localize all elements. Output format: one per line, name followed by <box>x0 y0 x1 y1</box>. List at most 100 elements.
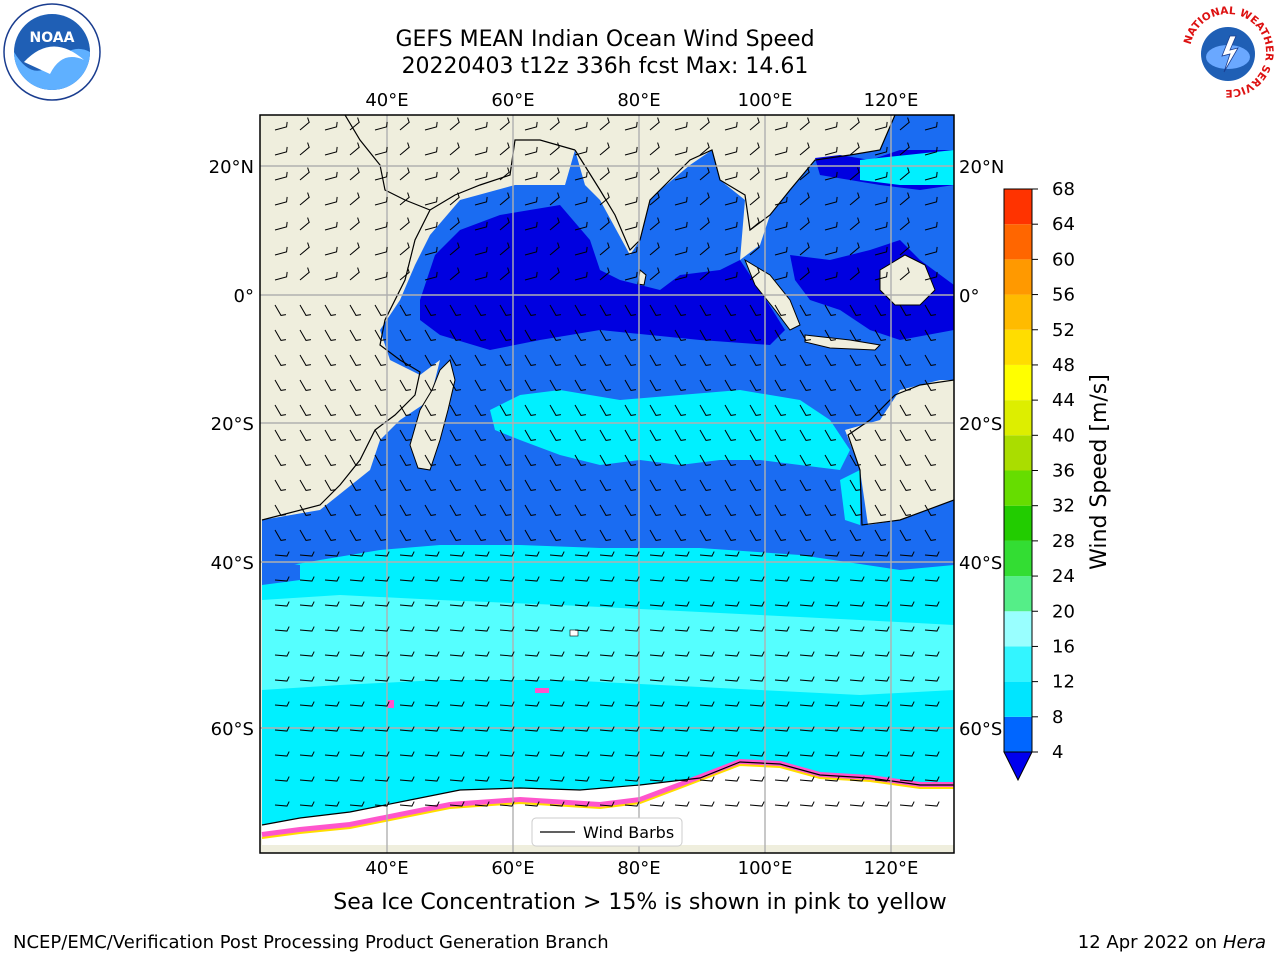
wind-barb <box>324 776 340 782</box>
wind-barb <box>649 454 662 466</box>
wind-barb <box>299 651 315 657</box>
wind-barb <box>699 117 710 131</box>
wind-barb <box>349 304 362 316</box>
wind-barb <box>749 454 762 466</box>
lat-tick-left: 20°S <box>211 414 254 435</box>
wind-barb <box>799 192 810 206</box>
wind-barb <box>849 354 862 366</box>
wind-barb <box>599 479 612 491</box>
wind-barb <box>324 576 340 582</box>
wind-barb <box>774 626 790 632</box>
wind-barb <box>524 751 540 757</box>
wind-barb <box>474 196 488 206</box>
wind-barb <box>724 701 740 707</box>
wind-barb <box>624 196 638 206</box>
wind-barb <box>424 329 437 341</box>
wind-barb <box>874 304 887 316</box>
wind-barb <box>499 379 512 391</box>
java <box>804 334 882 351</box>
wind-barb <box>699 504 712 516</box>
wind-barb <box>549 504 562 516</box>
wind-barb <box>449 217 460 231</box>
wind-barb <box>724 576 740 582</box>
wind-barb <box>649 242 660 256</box>
colorbar-extend <box>1003 751 1033 782</box>
colorbar-tick-label: 12 <box>1052 672 1075 693</box>
top-lon-ticks: 40°E 60°E 80°E 100°E 120°E <box>365 90 918 111</box>
wind-barb <box>374 221 388 231</box>
wind-barb <box>549 701 565 707</box>
wind-barb <box>574 196 588 206</box>
wind-barb <box>624 429 637 441</box>
wind-barb <box>674 576 690 582</box>
wind-barb <box>799 651 815 657</box>
colorbar-tick-label: 16 <box>1052 636 1075 657</box>
wind-barb <box>899 751 915 757</box>
wind-barb <box>774 354 787 366</box>
wind-barb <box>874 121 888 131</box>
wind-barb <box>649 801 665 807</box>
wind-barb <box>599 329 612 341</box>
wind-barb <box>899 676 915 682</box>
wind-barb <box>574 246 588 256</box>
wind-barb <box>649 404 662 416</box>
wind-barb <box>449 504 462 516</box>
wind-barb <box>324 601 340 607</box>
wind-barb <box>424 404 437 416</box>
wind-barb <box>349 142 360 156</box>
wind-barb <box>674 626 690 632</box>
wind-barb <box>849 379 862 391</box>
wind-barb <box>499 726 515 732</box>
borneo <box>879 254 936 306</box>
wind-barb <box>924 379 937 391</box>
wind-barb <box>549 142 560 156</box>
wind-barb <box>899 504 912 516</box>
wind-barb <box>374 429 387 441</box>
wind-barb <box>599 626 615 632</box>
wind-barb <box>324 651 340 657</box>
wind-barb <box>349 551 365 557</box>
wind-barb <box>924 726 940 732</box>
wind-barb <box>299 117 310 131</box>
wind-barb <box>524 304 537 316</box>
wind-barb <box>649 529 662 541</box>
wind-barb <box>924 479 937 491</box>
colorbar-segment <box>1004 470 1032 506</box>
wind-barb <box>624 576 640 582</box>
wind-barb <box>474 329 487 341</box>
wind-barb <box>399 217 410 231</box>
wind-barb <box>349 751 365 757</box>
wind-barb <box>724 651 740 657</box>
wind-barb <box>774 776 790 782</box>
colorbar-segment <box>1004 435 1032 471</box>
wind-barb <box>399 117 410 131</box>
wind-barb <box>699 217 710 231</box>
wind-barb <box>849 601 865 607</box>
wind-barb <box>749 801 765 807</box>
sea-ice-caption: Sea Ice Concentration > 15% is shown in … <box>333 890 947 915</box>
wind-barb <box>449 601 465 607</box>
wind-barb <box>274 379 287 391</box>
wind-barb <box>899 354 912 366</box>
wind-barb <box>474 726 490 732</box>
wind-barb <box>449 626 465 632</box>
wind-barb <box>349 454 362 466</box>
wind-barb <box>849 551 865 557</box>
lon-tick-bottom: 120°E <box>864 858 919 879</box>
wind-barb <box>674 379 687 391</box>
wind-barb <box>924 196 938 206</box>
wind-barb <box>674 329 687 341</box>
wind-barb <box>624 221 638 231</box>
wind-barb <box>499 651 515 657</box>
wind-barb <box>649 504 662 516</box>
wind-barb <box>499 454 512 466</box>
right-lat-ticks: 20°N 0° 20°S 40°S 60°S <box>959 157 1004 740</box>
wind-barb <box>299 576 315 582</box>
wind-barb <box>749 651 765 657</box>
wind-barb <box>899 192 910 206</box>
wind-barb <box>774 271 788 281</box>
wind-barb <box>874 529 887 541</box>
wind-barb <box>424 551 440 557</box>
wind-barb <box>624 504 637 516</box>
